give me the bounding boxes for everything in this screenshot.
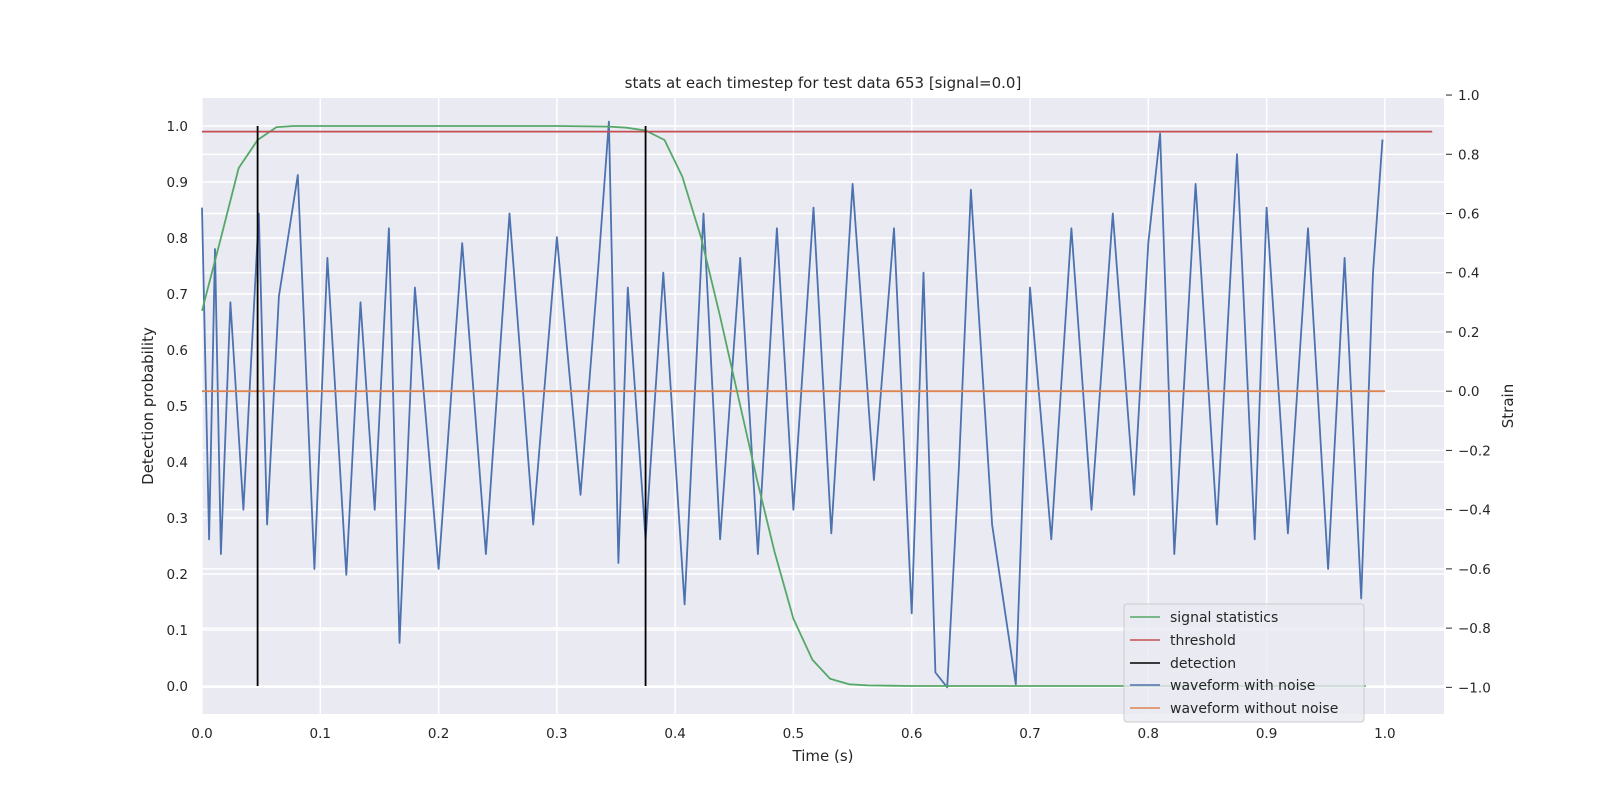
legend-label-clean: waveform without noise [1170,701,1338,717]
y-tick-label: 0.5 [167,399,188,415]
legend-label-noisy: waveform with noise [1170,678,1315,694]
legend-label-threshold: threshold [1170,633,1236,649]
y-tick-label: 0.9 [167,175,188,191]
y2-tick-label: −0.6 [1458,562,1491,578]
y-tick-label: 0.7 [167,287,188,303]
y2-tick-label: −1.0 [1458,680,1491,696]
x-axis-label: Time (s) [792,747,854,765]
x-tick-label: 0.3 [546,726,567,742]
plot-area [201,120,1433,689]
y-axis-label: Detection probability [139,327,157,485]
x-tick-label: 0.8 [1138,726,1159,742]
x-tick-label: 0.0 [191,726,212,742]
tick-labels: 0.0 0.1 0.2 0.3 0.4 0.5 0.6 0.7 0.8 0.9 1.0 0.0 0.1 0… [167,88,1491,742]
y-tick-label: 0.6 [167,343,188,359]
y2-tick-label: 0.6 [1458,207,1479,223]
x-tick-label: 0.9 [1256,726,1277,742]
y2-tick-label: 0.0 [1458,384,1479,400]
x-tick-label: 0.6 [901,726,922,742]
legend-label-signal: signal statistics [1170,610,1278,626]
y2-tick-label: −0.2 [1458,443,1491,459]
y2-tick-label: 0.8 [1458,147,1479,163]
chart-title: stats at each timestep for test data 653… [625,74,1022,92]
y2-tick-label: 0.2 [1458,325,1479,341]
y-tick-label: 0.3 [167,511,188,527]
x-tick-label: 0.5 [783,726,804,742]
y2-tick-label: −0.4 [1458,503,1491,519]
y-tick-label: 0.2 [167,567,188,583]
legend: signal statistics threshold detection wa… [1123,603,1365,723]
y2-axis-label: Strain [1499,384,1517,428]
y2-tick-label: 0.4 [1458,266,1479,282]
y-tick-label: 0.0 [167,679,188,695]
x-tick-label: 0.2 [428,726,449,742]
x-tick-label: 1.0 [1374,726,1395,742]
y-tick-label: 0.8 [167,231,188,247]
x-tick-label: 0.7 [1019,726,1040,742]
series-signal-statistics [201,125,1366,687]
y-tick-label: 0.1 [167,623,188,639]
y-tick-label: 1.0 [167,119,188,135]
legend-box [1123,603,1365,723]
y2-tick-label: 1.0 [1458,88,1479,104]
y2-tick-label: −0.8 [1458,621,1491,637]
legend-label-detection: detection [1170,656,1236,672]
x-tick-label: 0.1 [310,726,331,742]
y-tick-label: 0.4 [167,455,188,471]
x-tick-label: 0.4 [664,726,685,742]
